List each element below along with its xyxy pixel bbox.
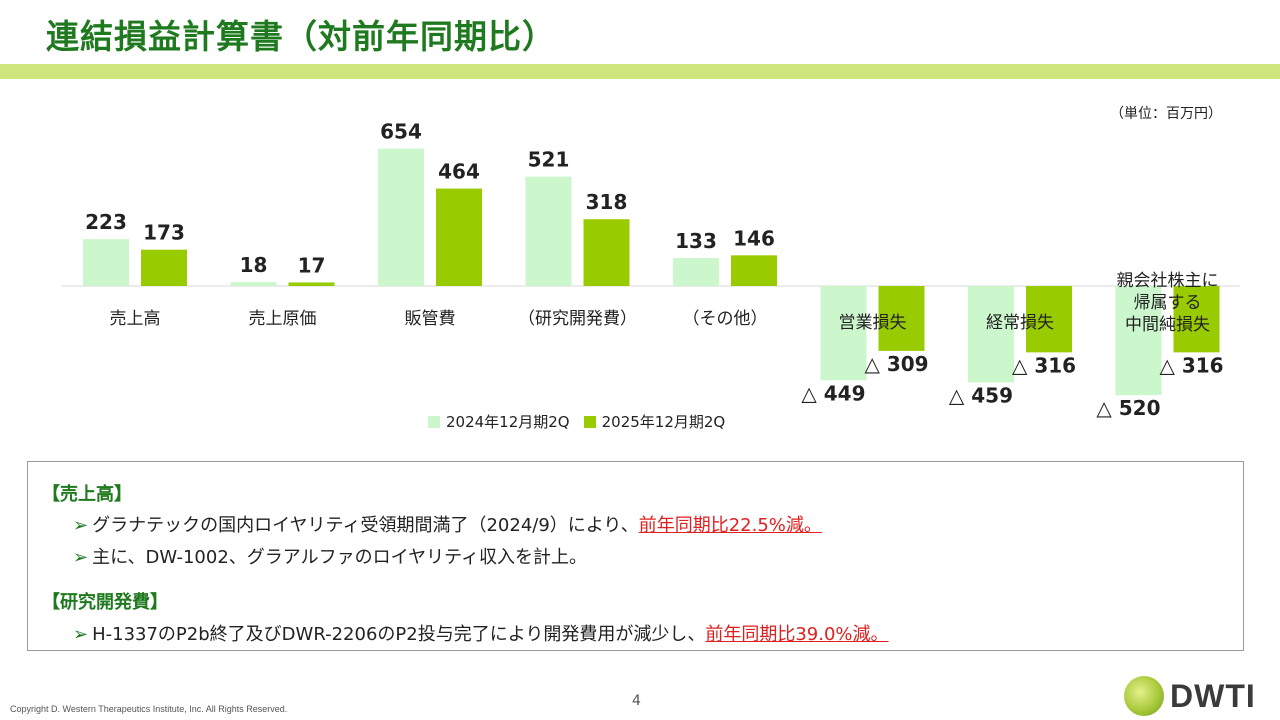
data-label-2024-1: 18 xyxy=(240,253,268,277)
bar-2024-5 xyxy=(820,286,867,381)
section-heading-rnd: 【研究開発費】 xyxy=(42,592,168,613)
bullet-arrow-icon: ➢ xyxy=(73,515,89,536)
logo-mark-icon xyxy=(1124,676,1164,716)
bar-2025-0 xyxy=(141,249,187,286)
notes-box: 【売上高】 ➢ グラナテックの国内ロイヤリティ受領期間満了（2024/9）により、… xyxy=(27,461,1244,651)
unit-label: （単位：百万円） xyxy=(1110,106,1222,122)
data-label-2025-6: △ 316 xyxy=(1012,353,1076,377)
bar-2024-4 xyxy=(673,258,719,286)
data-label-2025-2: 464 xyxy=(438,160,480,184)
bullet-sales-2: ➢ 主に、DW-1002、グラアルファのロイヤリティ収入を計上。 xyxy=(73,543,587,569)
data-label-2025-4: 146 xyxy=(733,226,775,250)
bar-2025-6 xyxy=(1026,286,1072,353)
bullet-text: H-1337のP2b終了及びDWR-2206のP2投与完了により開発費用が減少し… xyxy=(92,624,706,645)
bar-2025-3 xyxy=(583,219,630,286)
data-label-2024-0: 223 xyxy=(85,210,127,234)
data-label-2025-7: △ 316 xyxy=(1160,353,1224,377)
legend-item-2025: 2025年12月期2Q xyxy=(583,411,726,432)
bullet-rnd-1: ➢ H-1337のP2b終了及びDWR-2206のP2投与完了により開発費用が減少… xyxy=(73,620,889,646)
category-label-line: 売上原価 xyxy=(249,309,317,329)
bar-2025-4 xyxy=(731,255,777,286)
bullet-highlight: 前年同期比22.5%減。 xyxy=(638,515,822,536)
category-label-2: 販管費 xyxy=(405,309,456,329)
bullet-highlight: 前年同期比39.0%減。 xyxy=(705,624,889,645)
legend-label-2024: 2024年12月期2Q xyxy=(446,413,570,431)
data-label-2025-3: 318 xyxy=(586,190,628,214)
bullet-text: 主に、DW-1002、グラアルファのロイヤリティ収入を計上。 xyxy=(92,547,587,568)
category-label-3: （研究開発費） xyxy=(518,309,637,329)
data-label-2025-0: 173 xyxy=(143,221,185,245)
data-label-2024-6: △ 459 xyxy=(949,383,1013,407)
data-label-2024-4: 133 xyxy=(675,229,717,253)
page-number: 4 xyxy=(632,693,641,709)
data-label-2024-7: △ 520 xyxy=(1096,396,1160,420)
category-label-line: （その他） xyxy=(683,309,768,329)
category-label-6: 経常損失 xyxy=(986,313,1054,333)
bar-2025-7 xyxy=(1173,286,1220,353)
category-label-line: 経常損失 xyxy=(986,313,1054,333)
data-label-2024-3: 521 xyxy=(528,148,570,172)
category-label-line: 中間純損失 xyxy=(1125,315,1210,335)
bullet-arrow-icon: ➢ xyxy=(73,624,89,645)
bar-2024-2 xyxy=(378,148,424,286)
category-label-line: 親会社株主に xyxy=(1117,271,1219,291)
slide-title: 連結損益計算書（対前年同期比） xyxy=(46,17,556,56)
legend-swatch-2024 xyxy=(428,415,440,428)
data-label-2025-5: △ 309 xyxy=(865,352,929,376)
category-label-line: 売上高 xyxy=(110,309,161,329)
bar-2024-1 xyxy=(230,282,277,286)
legend-item-2024: 2024年12月期2Q xyxy=(428,411,570,432)
category-label-0: 売上高 xyxy=(110,309,161,329)
category-label-4: （その他） xyxy=(683,309,768,329)
category-label-7: 親会社株主に帰属する中間純損失 xyxy=(1117,271,1219,335)
data-label-2024-2: 654 xyxy=(380,120,422,144)
category-label-1: 売上原価 xyxy=(249,309,317,329)
bar-2025-2 xyxy=(436,188,482,286)
section-heading-sales: 【売上高】 xyxy=(42,484,132,505)
bar-2024-3 xyxy=(525,176,572,286)
data-label-2025-1: 17 xyxy=(298,253,326,277)
bullet-text: グラナテックの国内ロイヤリティ受領期間満了（2024/9）により、 xyxy=(92,515,639,536)
category-label-line: 営業損失 xyxy=(839,313,907,333)
category-label-5: 営業損失 xyxy=(839,313,907,333)
company-logo: DWTI xyxy=(1124,676,1256,716)
bar-2025-1 xyxy=(288,282,335,286)
legend-swatch-2025 xyxy=(583,415,596,428)
bar-2024-7 xyxy=(1115,286,1162,396)
category-label-line: （研究開発費） xyxy=(518,309,637,329)
data-label-2024-5: △ 449 xyxy=(801,381,865,405)
title-rule xyxy=(0,64,1280,79)
logo-wordmark: DWTI xyxy=(1170,677,1256,714)
bullet-sales-1: ➢ グラナテックの国内ロイヤリティ受領期間満了（2024/9）により、前年同期比2… xyxy=(73,511,822,537)
bar-2024-0 xyxy=(83,239,129,286)
legend-label-2025: 2025年12月期2Q xyxy=(601,413,726,431)
copyright: Copyright D. Western Therapeutics Instit… xyxy=(10,704,288,714)
chart-legend: 2024年12月期2Q 2025年12月期2Q xyxy=(428,411,739,432)
category-label-line: 帰属する xyxy=(1134,293,1202,313)
bar-chart: 223 173 売上高 18 17 売上原価 654 464 販管費 521 318 （研究開発費） 1… xyxy=(62,120,1240,420)
bullet-arrow-icon: ➢ xyxy=(73,547,89,568)
category-label-line: 販管費 xyxy=(405,309,456,329)
bar-2024-6 xyxy=(968,286,1014,383)
bar-2025-5 xyxy=(878,286,925,351)
